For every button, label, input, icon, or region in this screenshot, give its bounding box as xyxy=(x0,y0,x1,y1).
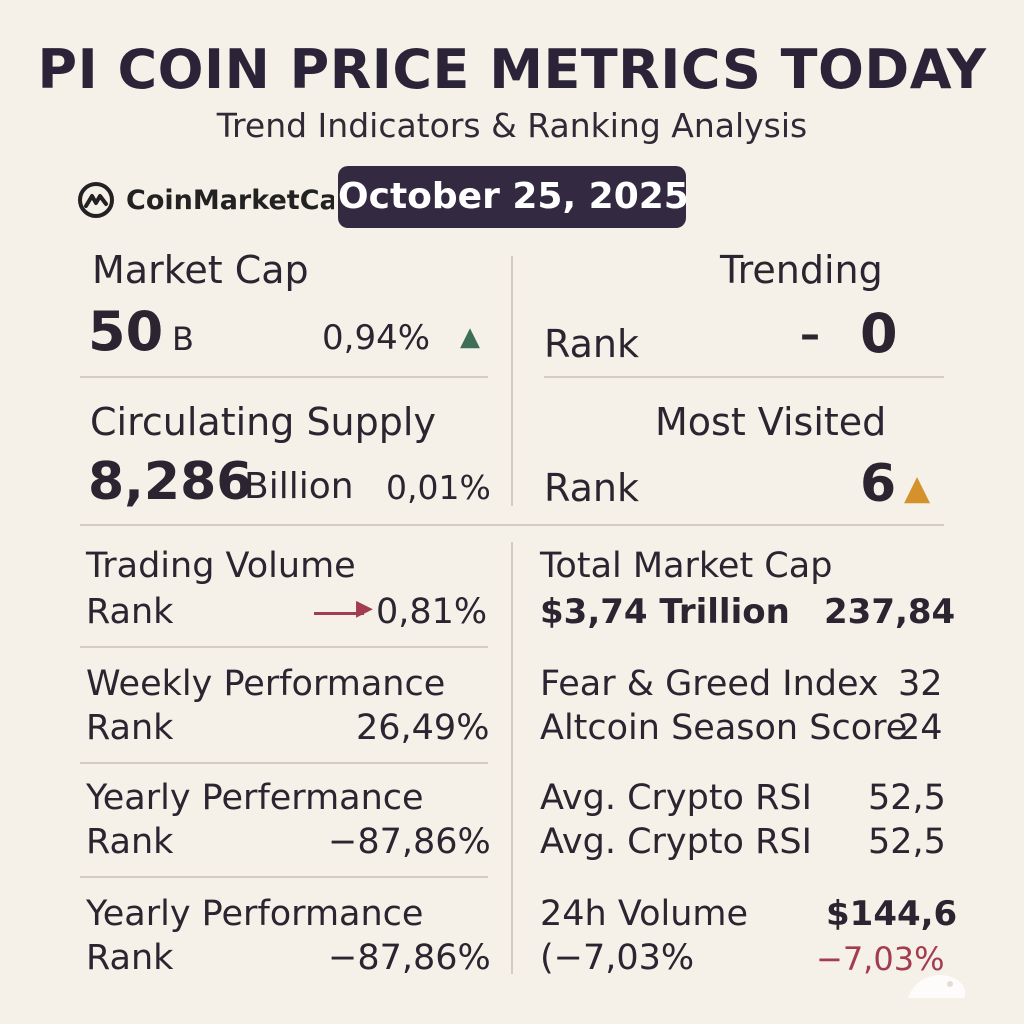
most-visited-label: Most Visited xyxy=(655,400,887,444)
volume-24h-value: $144,6 xyxy=(826,894,958,934)
yearly-performance-value: −87,86% xyxy=(328,938,491,978)
fear-greed-label: Fear & Greed Index xyxy=(540,664,879,704)
total-market-cap-number: 237,84 xyxy=(824,592,956,632)
volume-24h-change: −7,03% xyxy=(816,940,945,978)
yearly-performance-label: Yearly Performance xyxy=(86,894,424,934)
divider-line xyxy=(80,376,488,378)
circulating-supply-label: Circulating Supply xyxy=(90,400,436,444)
bottom-divider-vertical xyxy=(511,542,513,974)
top-divider-vertical xyxy=(511,256,513,506)
most-visited-rank-value: 6 xyxy=(860,454,897,514)
volume-24h-sub: (−7,03% xyxy=(540,938,695,978)
total-market-cap-value: $3,74 Trillion xyxy=(540,592,790,632)
arrow-right-icon xyxy=(314,612,364,615)
volume-24h-label: 24h Volume xyxy=(540,894,749,934)
yearly-performance-value: −87,86% xyxy=(328,822,491,862)
trading-volume-label: Trading Volume xyxy=(86,546,356,586)
coinmarketcap-icon xyxy=(78,182,114,218)
yearly-performance-rank-label: Rank xyxy=(86,938,174,978)
coinmarketcap-logo: CoinMarketCap xyxy=(76,180,334,220)
altcoin-season-value: 24 xyxy=(898,708,943,748)
market-cap-unit: B xyxy=(172,320,194,358)
fear-greed-value: 32 xyxy=(898,664,943,704)
divider-line xyxy=(80,876,488,878)
trending-rank-label: Rank xyxy=(544,322,639,366)
trending-rank-value: 0 xyxy=(860,302,898,365)
arrow-up-icon: ▲ xyxy=(904,468,931,508)
section-divider xyxy=(80,524,944,526)
arrow-right-head: ▶ xyxy=(356,596,373,621)
yearly-performance-rank-label: Rank xyxy=(86,822,174,862)
page-subtitle: Trend Indicators & Ranking Analysis xyxy=(216,106,808,145)
trading-volume-value: 0,81% xyxy=(376,592,488,632)
page-title: PI COIN PRICE METRICS TODAY xyxy=(37,38,987,101)
weekly-performance-label: Weekly Performance xyxy=(86,664,446,704)
market-cap-value: 50 xyxy=(88,300,164,363)
altcoin-season-label: Altcoin Season Score xyxy=(540,708,908,748)
watermark-icon xyxy=(908,974,966,998)
total-market-cap-label: Total Market Cap xyxy=(540,546,833,586)
most-visited-rank-label: Rank xyxy=(544,466,639,510)
avg-crypto-rsi-value: 52,5 xyxy=(868,822,946,862)
trading-volume-rank-label: Rank xyxy=(86,592,174,632)
trending-label: Trending xyxy=(720,248,883,292)
divider-line xyxy=(80,762,488,764)
divider-line xyxy=(544,376,944,378)
avg-crypto-rsi-label: Avg. Crypto RSI xyxy=(540,822,812,862)
circulating-supply-value: 8,286 xyxy=(88,452,253,512)
brand-name: CoinMarketCap xyxy=(126,184,334,216)
market-cap-change: 0,94% xyxy=(322,318,431,358)
avg-crypto-rsi-value: 52,5 xyxy=(868,778,946,818)
circulating-supply-unit: Billion xyxy=(244,466,354,507)
avg-crypto-rsi-label: Avg. Crypto RSI xyxy=(540,778,812,818)
weekly-performance-value: 26,49% xyxy=(356,708,490,748)
yearly-performance-label: Yearly Perfermance xyxy=(86,778,424,818)
circulating-supply-change: 0,01% xyxy=(386,468,491,507)
date-badge: October 25, 2025 xyxy=(338,166,689,228)
arrow-up-icon: ▲ xyxy=(460,322,480,352)
weekly-performance-rank-label: Rank xyxy=(86,708,174,748)
trending-dash: – xyxy=(800,312,820,358)
market-cap-label: Market Cap xyxy=(92,248,309,292)
divider-line xyxy=(80,646,488,648)
